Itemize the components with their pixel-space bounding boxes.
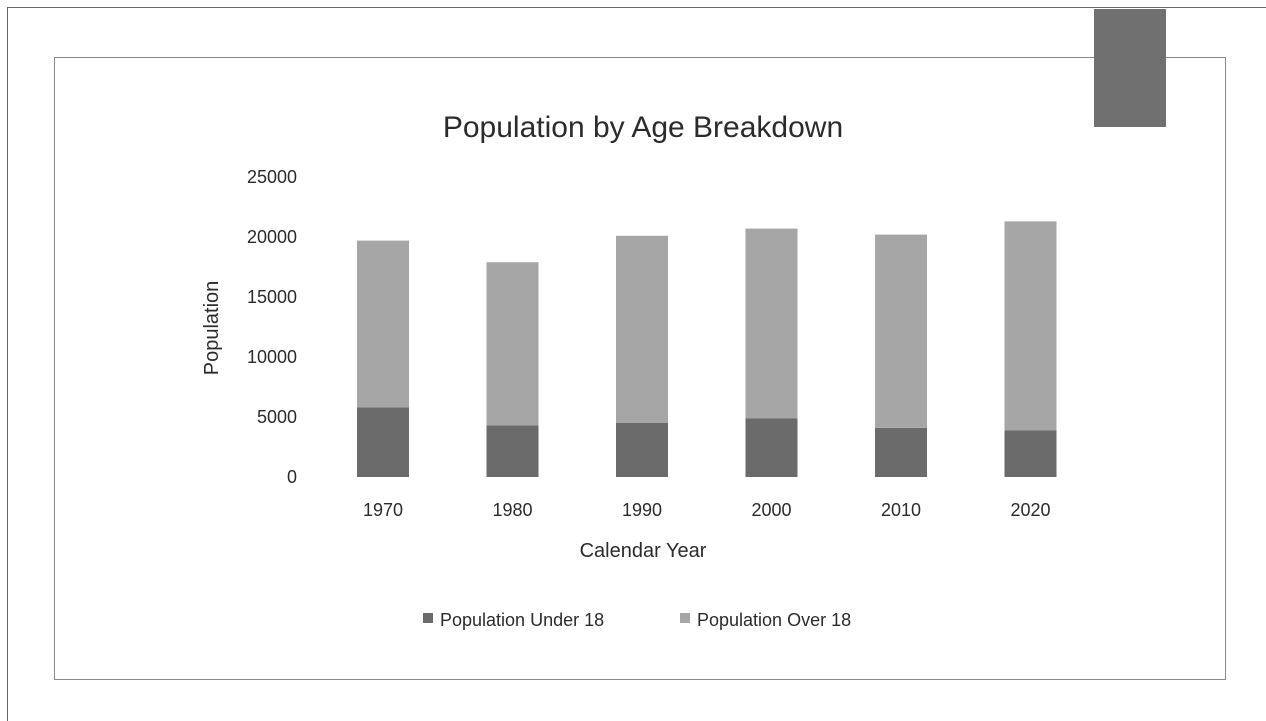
x-axis-title: Calendar Year — [580, 540, 707, 562]
legend-swatch — [423, 613, 433, 623]
bar-2010-over-18 — [875, 234, 927, 428]
x-tick-label: 1970 — [363, 500, 403, 520]
bar-1990-under-18 — [616, 423, 668, 477]
legend: Population Under 18 Population Over 18 — [423, 610, 851, 630]
bar-1970-over-18 — [357, 240, 409, 408]
legend-swatch — [680, 613, 690, 623]
bar-1990-over-18 — [616, 235, 668, 423]
legend-label: Population Under 18 — [440, 610, 604, 630]
x-tick-label: 2010 — [881, 500, 921, 520]
page-frame — [7, 7, 1266, 721]
corner-block — [1094, 9, 1166, 127]
x-tick-label: 1990 — [622, 500, 662, 520]
bar-2020-under-18 — [1004, 430, 1057, 477]
bars — [357, 221, 1057, 477]
x-tick-label: 2000 — [751, 500, 791, 520]
bar-1970-under-18 — [357, 407, 409, 477]
y-tick-label: 0 — [287, 467, 297, 487]
legend-label: Population Over 18 — [697, 610, 851, 630]
x-tick-label: 1980 — [492, 500, 532, 520]
bar-2000-under-18 — [745, 418, 798, 477]
bar-2010-under-18 — [875, 427, 927, 477]
y-tick-label: 5000 — [257, 407, 297, 427]
y-axis-title: Population — [201, 281, 223, 376]
x-axis-ticks: 1970 1980 1990 2000 2010 2020 — [363, 500, 1051, 520]
bar-2020-over-18 — [1004, 221, 1057, 431]
y-axis-ticks: 0 5000 10000 15000 20000 25000 — [247, 167, 297, 487]
y-tick-label: 25000 — [247, 167, 297, 187]
x-tick-label: 2020 — [1010, 500, 1050, 520]
bar-2000-over-18 — [745, 228, 798, 419]
chart-title: Population by Age Breakdown — [443, 111, 843, 144]
bar-1980-over-18 — [486, 262, 539, 426]
bar-1980-under-18 — [486, 425, 539, 477]
y-tick-label: 15000 — [247, 287, 297, 307]
y-tick-label: 20000 — [247, 227, 297, 247]
y-tick-label: 10000 — [247, 347, 297, 367]
